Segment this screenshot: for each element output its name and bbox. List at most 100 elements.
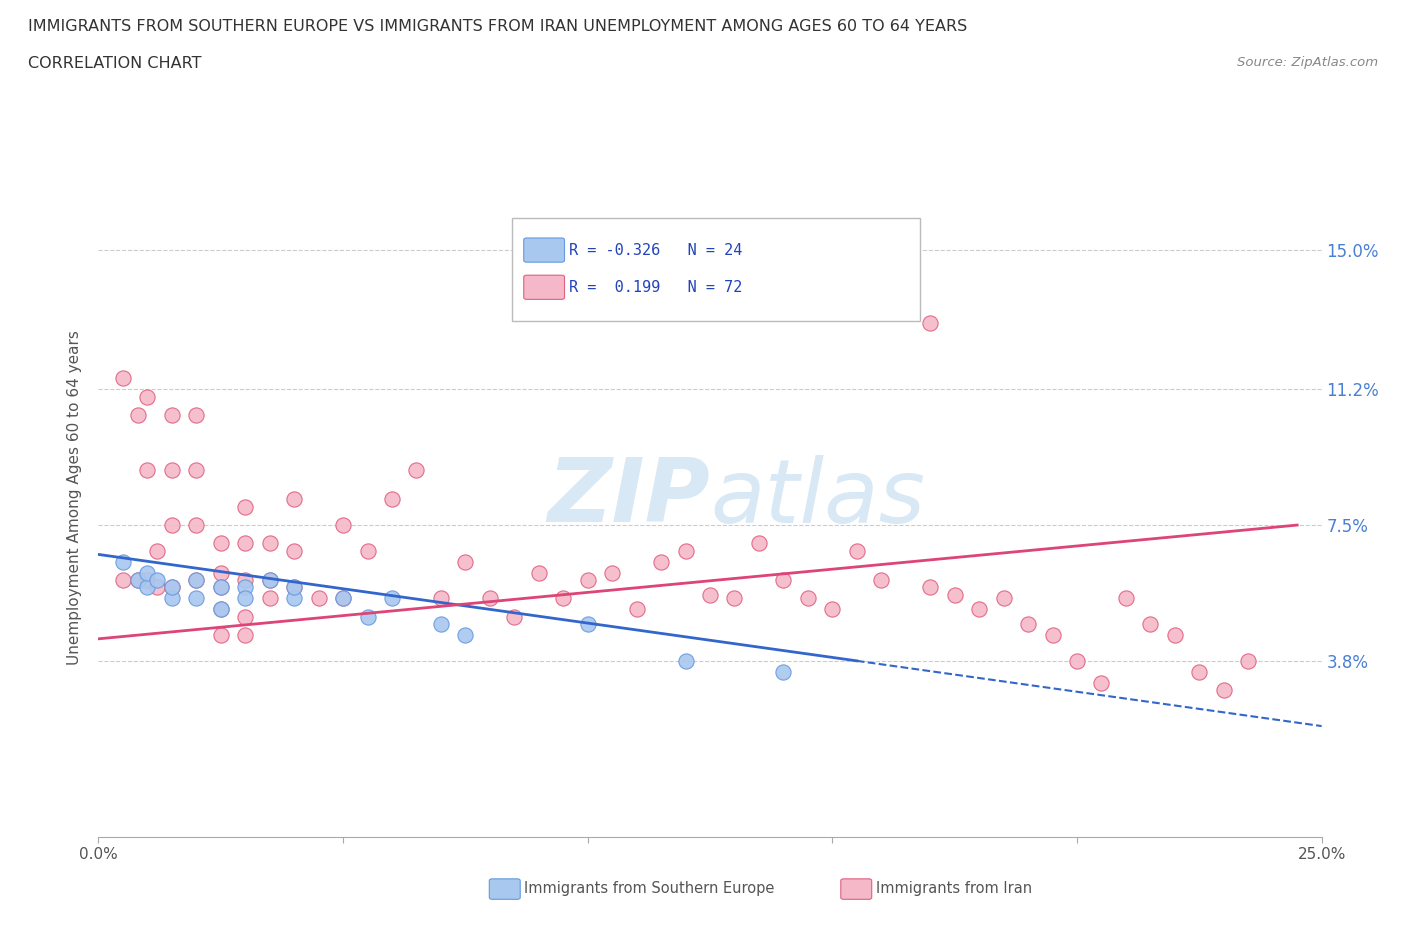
- Point: [259, 591, 281, 606]
- Point: [209, 565, 232, 580]
- Point: [186, 573, 208, 588]
- Point: [772, 664, 794, 679]
- Point: [146, 543, 169, 558]
- Point: [576, 573, 599, 588]
- Point: [699, 588, 721, 603]
- Point: [233, 628, 256, 643]
- Point: [675, 543, 697, 558]
- Point: [748, 536, 770, 551]
- Point: [186, 462, 208, 477]
- Text: Immigrants from Southern Europe: Immigrants from Southern Europe: [524, 881, 775, 896]
- Point: [283, 580, 305, 595]
- Point: [503, 609, 526, 624]
- Point: [821, 602, 844, 617]
- Text: IMMIGRANTS FROM SOUTHERN EUROPE VS IMMIGRANTS FROM IRAN UNEMPLOYMENT AMONG AGES : IMMIGRANTS FROM SOUTHERN EUROPE VS IMMIG…: [28, 19, 967, 33]
- Point: [283, 580, 305, 595]
- Point: [356, 543, 378, 558]
- Point: [478, 591, 501, 606]
- Point: [160, 462, 183, 477]
- Point: [160, 407, 183, 422]
- Point: [626, 602, 648, 617]
- Point: [1212, 683, 1234, 698]
- Point: [430, 591, 453, 606]
- Point: [1115, 591, 1137, 606]
- Y-axis label: Unemployment Among Ages 60 to 64 years: Unemployment Among Ages 60 to 64 years: [67, 330, 83, 665]
- Point: [209, 580, 232, 595]
- Point: [209, 536, 232, 551]
- Point: [576, 617, 599, 631]
- Point: [332, 591, 354, 606]
- Point: [283, 591, 305, 606]
- Point: [186, 407, 208, 422]
- Point: [675, 654, 697, 669]
- Point: [146, 580, 169, 595]
- Point: [136, 580, 159, 595]
- Point: [332, 591, 354, 606]
- Point: [186, 573, 208, 588]
- Point: [1042, 628, 1064, 643]
- Text: Immigrants from Iran: Immigrants from Iran: [876, 881, 1032, 896]
- Point: [233, 499, 256, 514]
- Point: [209, 580, 232, 595]
- Point: [920, 580, 942, 595]
- Point: [160, 591, 183, 606]
- Point: [454, 554, 477, 569]
- Point: [259, 536, 281, 551]
- Point: [283, 492, 305, 507]
- Point: [136, 462, 159, 477]
- Point: [160, 580, 183, 595]
- Point: [1188, 664, 1211, 679]
- Point: [1090, 675, 1112, 690]
- Point: [845, 543, 868, 558]
- Point: [553, 591, 575, 606]
- Point: [136, 565, 159, 580]
- Point: [870, 573, 893, 588]
- Point: [943, 588, 966, 603]
- Point: [1237, 654, 1260, 669]
- Point: [127, 573, 149, 588]
- Point: [233, 580, 256, 595]
- Point: [772, 573, 794, 588]
- Point: [356, 609, 378, 624]
- Point: [1017, 617, 1039, 631]
- Text: CORRELATION CHART: CORRELATION CHART: [28, 56, 201, 71]
- Point: [136, 389, 159, 404]
- Point: [454, 628, 477, 643]
- Point: [209, 602, 232, 617]
- Point: [1139, 617, 1161, 631]
- Point: [259, 573, 281, 588]
- Point: [430, 617, 453, 631]
- Text: R = -0.326   N = 24: R = -0.326 N = 24: [568, 243, 742, 258]
- Point: [723, 591, 745, 606]
- Point: [381, 591, 404, 606]
- Point: [160, 580, 183, 595]
- Point: [283, 543, 305, 558]
- Point: [111, 371, 134, 386]
- Point: [233, 536, 256, 551]
- Point: [186, 591, 208, 606]
- Point: [127, 407, 149, 422]
- Point: [209, 602, 232, 617]
- Point: [111, 573, 134, 588]
- Point: [160, 518, 183, 533]
- Text: atlas: atlas: [710, 455, 925, 540]
- Point: [186, 518, 208, 533]
- Point: [405, 462, 427, 477]
- Point: [600, 565, 623, 580]
- Point: [127, 573, 149, 588]
- Point: [233, 573, 256, 588]
- Point: [527, 565, 550, 580]
- Point: [111, 554, 134, 569]
- Text: Source: ZipAtlas.com: Source: ZipAtlas.com: [1237, 56, 1378, 69]
- Point: [136, 573, 159, 588]
- Point: [308, 591, 330, 606]
- Point: [332, 518, 354, 533]
- Point: [993, 591, 1015, 606]
- Text: ZIP: ZIP: [547, 454, 710, 541]
- Point: [381, 492, 404, 507]
- Point: [967, 602, 990, 617]
- Point: [1164, 628, 1187, 643]
- Point: [233, 609, 256, 624]
- Point: [233, 591, 256, 606]
- Point: [797, 591, 820, 606]
